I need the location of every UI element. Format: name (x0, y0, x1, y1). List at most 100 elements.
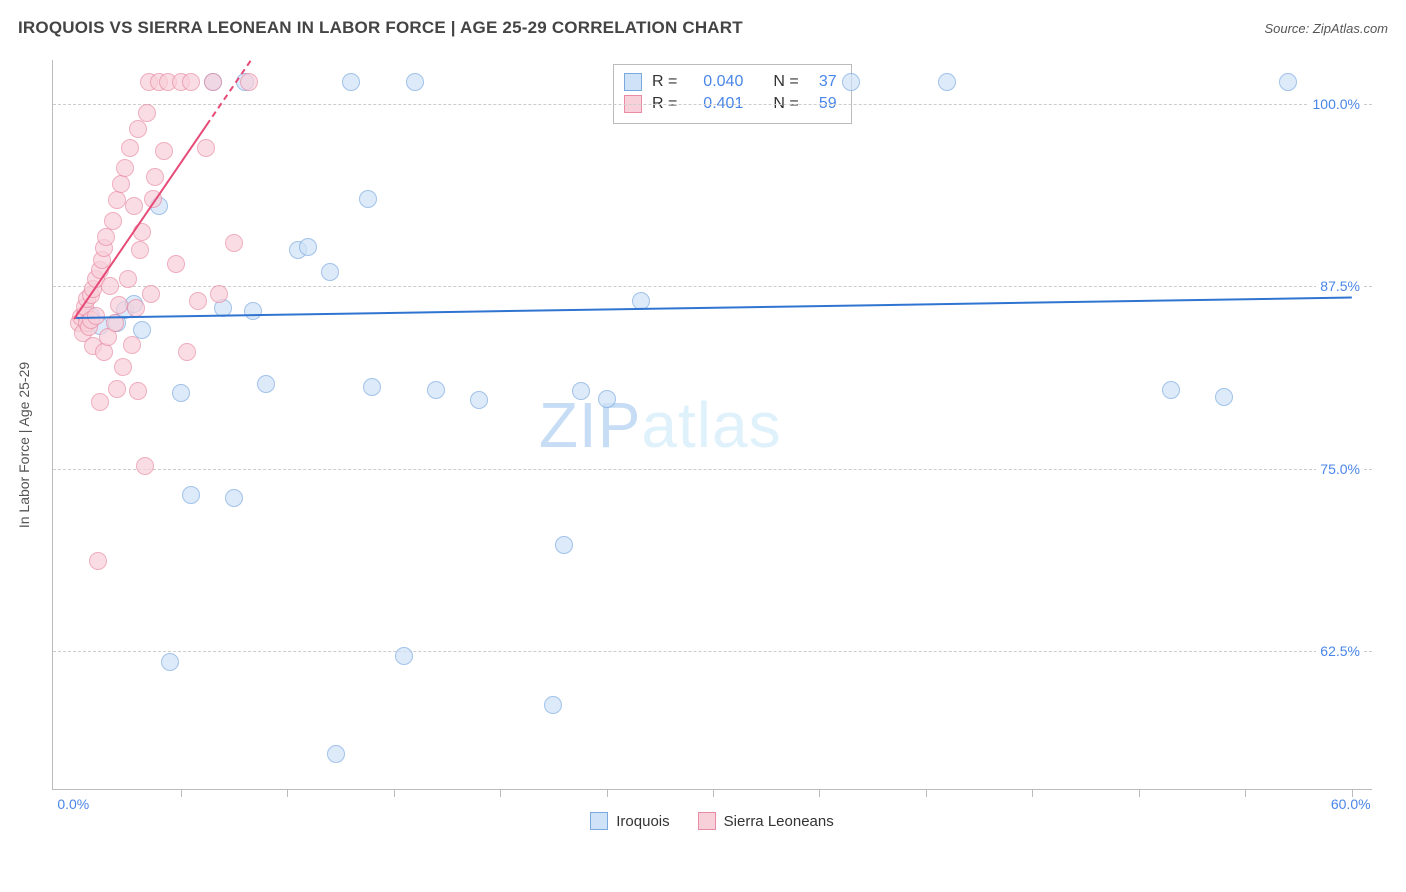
x-tick (1245, 789, 1246, 797)
x-tick (500, 789, 501, 797)
gridline-h (53, 651, 1372, 652)
x-tick (819, 789, 820, 797)
correlation-stats-box: R =0.040N =37R =0.401N =59 (613, 64, 852, 124)
gridline-h (53, 286, 1372, 287)
data-point (101, 277, 119, 295)
data-point (108, 191, 126, 209)
data-point (138, 104, 156, 122)
legend-label: Sierra Leoneans (724, 813, 834, 830)
x-tick (926, 789, 927, 797)
data-point (110, 296, 128, 314)
trend-line (206, 60, 252, 126)
source-attribution: Source: ZipAtlas.com (1264, 21, 1388, 36)
stat-n-value: 37 (809, 73, 837, 91)
data-point (114, 358, 132, 376)
data-point (129, 382, 147, 400)
data-point (172, 384, 190, 402)
data-point (210, 285, 228, 303)
data-point (131, 241, 149, 259)
x-tick (607, 789, 608, 797)
legend-label: Iroquois (616, 813, 669, 830)
data-point (225, 234, 243, 252)
data-point (321, 263, 339, 281)
trend-line (73, 125, 207, 320)
x-tick (287, 789, 288, 797)
gridline-h (53, 469, 1372, 470)
x-tick (713, 789, 714, 797)
chart-header: IROQUOIS VS SIERRA LEONEAN IN LABOR FORC… (18, 18, 1388, 38)
data-point (89, 552, 107, 570)
data-point (842, 73, 860, 91)
data-point (129, 120, 147, 138)
data-point (136, 457, 154, 475)
y-tick-label: 75.0% (1316, 461, 1364, 477)
legend-item: Sierra Leoneans (698, 812, 834, 830)
data-point (257, 375, 275, 393)
data-point (189, 292, 207, 310)
x-axis-min-label: 0.0% (57, 796, 89, 812)
data-point (123, 336, 141, 354)
data-point (938, 73, 956, 91)
data-point (178, 343, 196, 361)
series-legend: Iroquois Sierra Leoneans (42, 812, 1382, 830)
watermark-bold: ZIP (539, 389, 642, 461)
data-point (555, 536, 573, 554)
data-point (142, 285, 160, 303)
stats-row: R =0.040N =37 (624, 71, 837, 93)
data-point (204, 73, 222, 91)
legend-swatch (698, 812, 716, 830)
legend-swatch (590, 812, 608, 830)
x-tick (1032, 789, 1033, 797)
data-point (342, 73, 360, 91)
data-point (572, 382, 590, 400)
data-point (544, 696, 562, 714)
data-point (197, 139, 215, 157)
stat-n-label: N = (773, 73, 798, 91)
x-tick (394, 789, 395, 797)
data-point (395, 647, 413, 665)
data-point (1279, 73, 1297, 91)
data-point (116, 159, 134, 177)
chart-container: In Labor Force | Age 25-29 ZIPatlas R =0… (42, 60, 1382, 830)
y-tick-label: 100.0% (1309, 96, 1364, 112)
data-point (161, 653, 179, 671)
data-point (112, 175, 130, 193)
data-point (87, 307, 105, 325)
data-point (359, 190, 377, 208)
data-point (598, 390, 616, 408)
watermark-light: atlas (641, 389, 781, 461)
x-tick (1139, 789, 1140, 797)
data-point (108, 380, 126, 398)
data-point (225, 489, 243, 507)
data-point (182, 73, 200, 91)
data-point (119, 270, 137, 288)
series-swatch (624, 73, 642, 91)
trend-line (74, 297, 1351, 319)
stat-r-label: R = (652, 73, 677, 91)
data-point (125, 197, 143, 215)
data-point (299, 238, 317, 256)
data-point (1215, 388, 1233, 406)
data-point (240, 73, 258, 91)
x-axis-max-label: 60.0% (1331, 796, 1371, 812)
y-tick-label: 87.5% (1316, 278, 1364, 294)
data-point (104, 212, 122, 230)
data-point (155, 142, 173, 160)
legend-item: Iroquois (590, 812, 669, 830)
data-point (97, 228, 115, 246)
data-point (167, 255, 185, 273)
gridline-h (53, 104, 1372, 105)
data-point (121, 139, 139, 157)
data-point (327, 745, 345, 763)
chart-title: IROQUOIS VS SIERRA LEONEAN IN LABOR FORC… (18, 18, 743, 38)
watermark: ZIPatlas (539, 388, 782, 462)
data-point (1162, 381, 1180, 399)
data-point (427, 381, 445, 399)
x-tick (181, 789, 182, 797)
data-point (406, 73, 424, 91)
data-point (470, 391, 488, 409)
data-point (363, 378, 381, 396)
data-point (127, 299, 145, 317)
data-point (146, 168, 164, 186)
y-axis-label: In Labor Force | Age 25-29 (16, 362, 32, 528)
